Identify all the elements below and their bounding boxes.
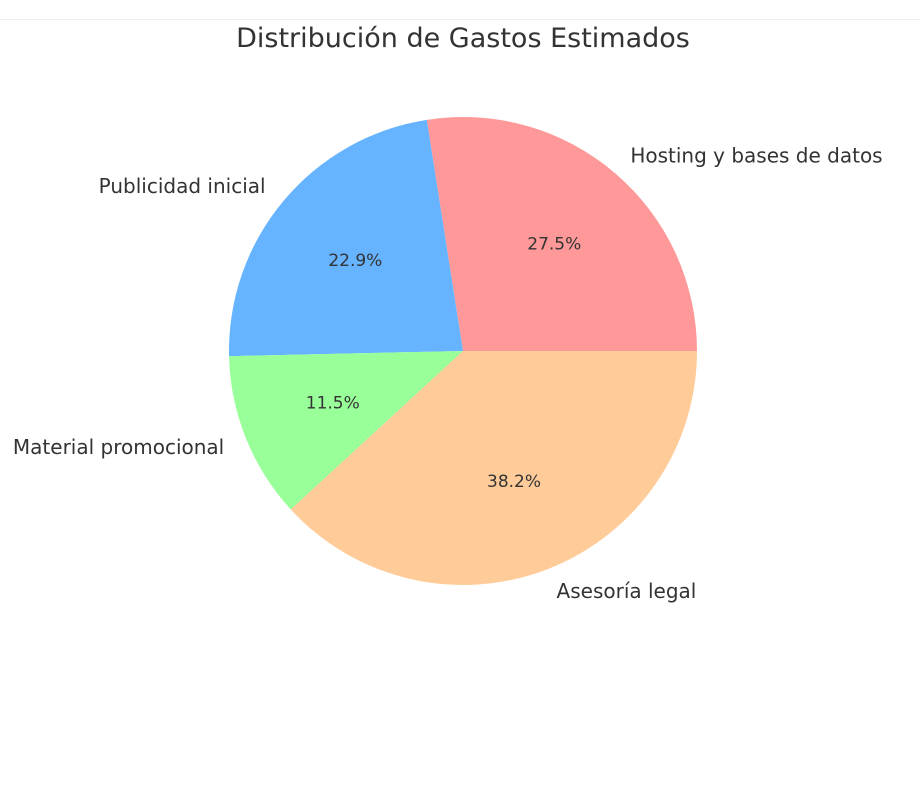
percent-label-publicidad-inicial: 22.9% [328,251,382,271]
chart-title: Distribución de Gastos Estimados [236,23,690,54]
pie-slice-asesoria-legal [290,351,698,586]
percent-label-material-promocional: 11.5% [306,393,360,413]
percent-label-hosting-y-bases-de-datos: 27.5% [527,234,581,254]
percent-label-asesoria-legal: 38.2% [487,472,541,492]
pie-labels: Hosting y bases de datos 27.5% Publicidad … [13,143,883,602]
pie-slice-material-promocional [229,351,463,510]
category-label-publicidad-inicial: Publicidad inicial [99,174,266,198]
category-label-asesoria-legal: Asesoría legal [557,579,697,603]
category-label-material-promocional: Material promocional [13,435,224,459]
pie-slice-publicidad-inicial [228,119,463,357]
pie-slice-hosting-y-bases-de-datos [426,117,697,352]
top-divider [0,19,920,20]
category-label-hosting-y-bases-de-datos: Hosting y bases de datos [630,143,882,167]
pie-slices [228,117,698,586]
